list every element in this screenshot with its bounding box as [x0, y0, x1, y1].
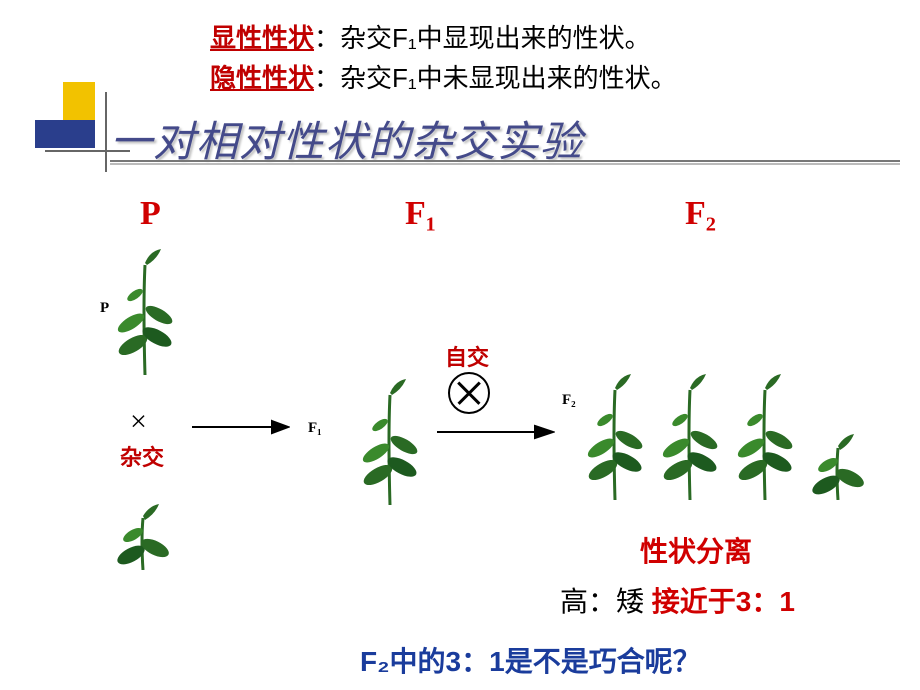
f2-small-label: F₂: [562, 392, 576, 409]
arrow-f1-to-f2-icon: [435, 420, 555, 444]
arrow-p-to-f1-icon: [190, 415, 290, 439]
f2-short-plant-icon: [810, 430, 865, 500]
definitions-block: 显性性状：杂交F₁中显现出来的性状。 隐性性状：杂交F₁中未显现出来的性状。: [210, 18, 677, 98]
f1-tall-plant-icon: [360, 375, 420, 505]
ratio-value: 接近于3：1: [652, 586, 795, 617]
ratio-line: 高：矮 接近于3：1: [560, 580, 795, 620]
dominant-definition: 显性性状：杂交F₁中显现出来的性状。: [210, 18, 677, 58]
recessive-definition: 隐性性状：杂交F₁中未显现出来的性状。: [210, 58, 677, 98]
cross-label: 杂交: [120, 440, 164, 472]
f2-tall-plant-1-icon: [585, 370, 645, 500]
generation-f1-label: F₁: [405, 195, 436, 233]
generation-p-label: P: [140, 195, 161, 233]
self-label: 自交: [445, 340, 489, 372]
ratio-prefix: 高：矮: [560, 586, 652, 617]
heading-underline: [110, 160, 900, 162]
p-short-plant-icon: [115, 500, 170, 570]
recessive-term: 隐性性状: [210, 63, 314, 93]
f1-small-label: F₁: [308, 420, 322, 437]
segregation-label: 性状分离: [640, 530, 752, 570]
self-cross-icon: [448, 372, 490, 414]
dominant-text: ：杂交F₁中显现出来的性状。: [314, 23, 651, 53]
p-small-label: P: [100, 300, 109, 317]
cross-symbol: ×: [130, 405, 147, 439]
f2-tall-plant-3-icon: [735, 370, 795, 500]
question-text: F₂中的3：1是不是巧合呢？: [360, 640, 701, 680]
f2-tall-plant-2-icon: [660, 370, 720, 500]
generation-f2-label: F₂: [685, 195, 716, 233]
p-tall-plant-icon: [115, 245, 175, 375]
dominant-term: 显性性状: [210, 23, 314, 53]
recessive-text: ：杂交F₁中未显现出来的性状。: [314, 63, 677, 93]
